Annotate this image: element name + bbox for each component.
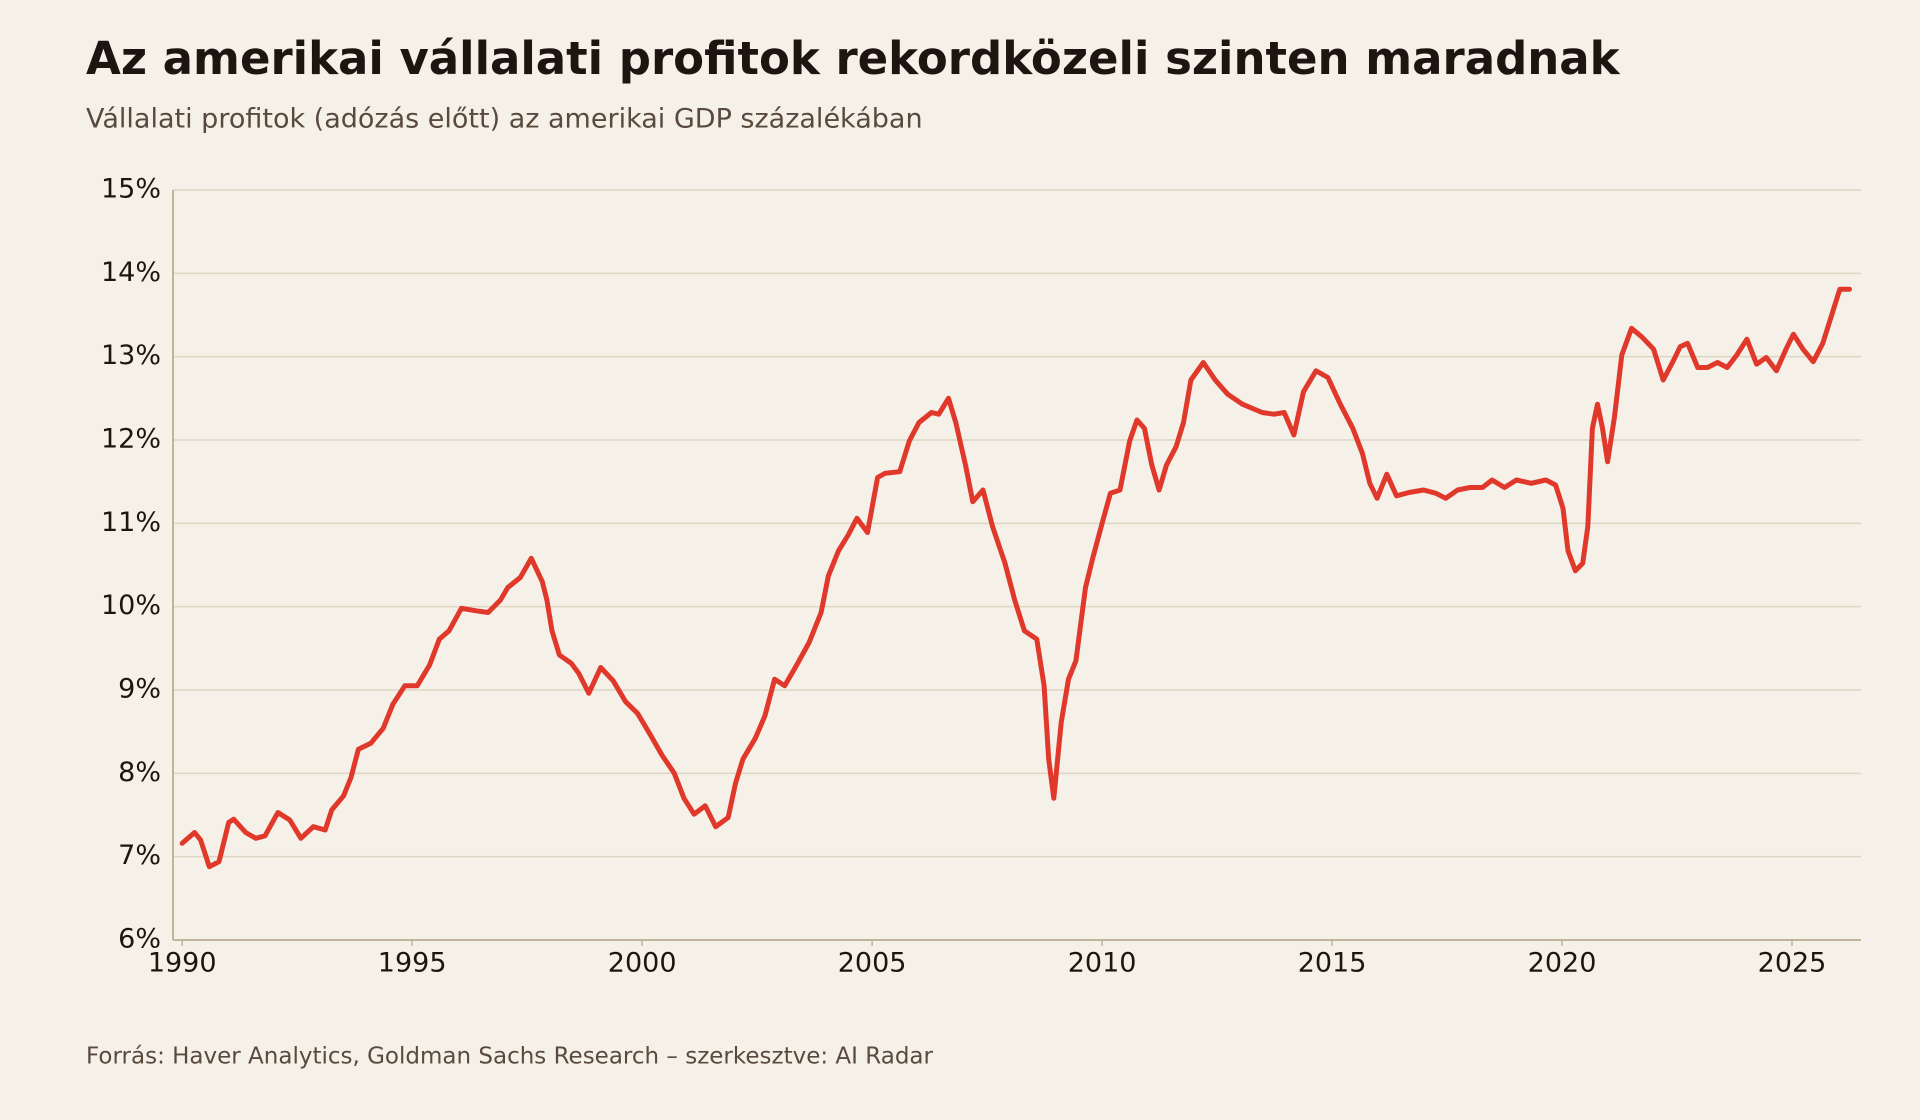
- x-tick-label: 1995: [378, 948, 447, 979]
- y-tick-label: 6%: [118, 924, 161, 955]
- x-tick-label: 2005: [838, 948, 907, 979]
- y-tick-label: 11%: [101, 507, 161, 538]
- y-tick-label: 12%: [101, 424, 161, 455]
- y-tick-label: 14%: [101, 257, 161, 288]
- chart-title: Az amerikai vállalati profitok rekordköz…: [86, 32, 1621, 85]
- x-tick-label: 2000: [608, 948, 677, 979]
- x-tick-label: 2015: [1298, 948, 1367, 979]
- x-tick-label: 2010: [1068, 948, 1137, 979]
- x-tick-label: 2025: [1758, 948, 1827, 979]
- y-tick-label: 10%: [101, 590, 161, 621]
- y-tick-label: 13%: [101, 340, 161, 371]
- data-line: [179, 286, 1852, 870]
- y-tick-label: 9%: [118, 674, 161, 705]
- x-tick-label: 2020: [1528, 948, 1597, 979]
- y-tick-label: 8%: [118, 757, 161, 788]
- y-tick-label: 7%: [118, 840, 161, 871]
- chart-subtitle: Vállalati profitok (adózás előtt) az ame…: [86, 104, 923, 135]
- source-note: Forrás: Haver Analytics, Goldman Sachs R…: [86, 1044, 934, 1070]
- x-tick-label: 1990: [148, 948, 217, 979]
- y-tick-label: 15%: [101, 174, 161, 205]
